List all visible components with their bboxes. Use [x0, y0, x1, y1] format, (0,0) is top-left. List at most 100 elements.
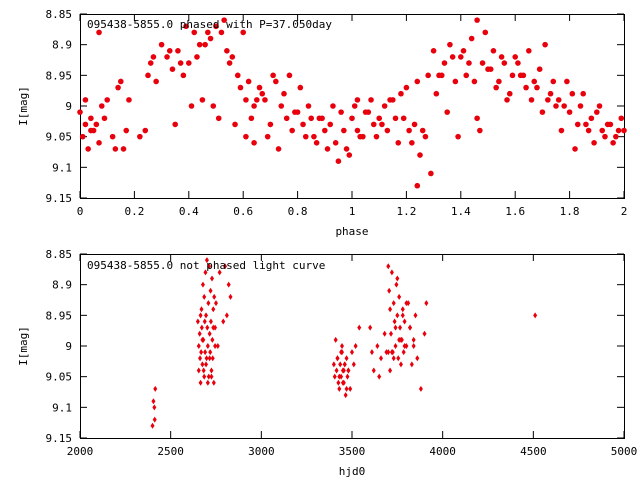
- data-point: [610, 140, 616, 146]
- data-point: [196, 367, 201, 374]
- data-point: [387, 287, 392, 294]
- data-point: [210, 103, 217, 109]
- data-point: [205, 29, 211, 36]
- data-point: [599, 127, 606, 134]
- data-point: [198, 379, 203, 386]
- data-point: [322, 127, 328, 134]
- data-point: [210, 355, 215, 362]
- data-point: [354, 127, 361, 134]
- data-point: [602, 133, 608, 140]
- data-point: [496, 78, 502, 85]
- data-point: [428, 170, 434, 177]
- data-point: [523, 84, 529, 91]
- data-point: [398, 324, 403, 331]
- data-point: [197, 330, 202, 337]
- data-point: [234, 72, 241, 79]
- data-point: [471, 78, 478, 85]
- data-point: [273, 78, 279, 85]
- data-point: [207, 330, 212, 337]
- data-point: [96, 29, 102, 36]
- data-point: [281, 90, 287, 97]
- phased-light-curve-panel: 8.85 8.9 8.95 9 9.05 9.1 9.15 0 0.2 0.4 0.6 0.8 1 1.…: [17, 8, 627, 238]
- data-point: [337, 385, 342, 392]
- data-point: [526, 48, 532, 54]
- data-point: [342, 361, 347, 368]
- data-point: [349, 115, 355, 122]
- data-point: [196, 41, 203, 48]
- data-points: [77, 17, 627, 189]
- data-point: [397, 293, 402, 300]
- data-point: [243, 97, 249, 103]
- plot-frame: [80, 254, 625, 439]
- data-point: [482, 29, 489, 36]
- data-point: [229, 54, 236, 60]
- data-point: [585, 127, 592, 134]
- data-point: [200, 336, 205, 343]
- data-point: [418, 385, 423, 392]
- data-point: [339, 349, 344, 356]
- data-points: [150, 257, 538, 429]
- data-point: [330, 103, 336, 109]
- data-point: [490, 48, 497, 54]
- data-point: [409, 140, 415, 146]
- data-point: [594, 109, 600, 115]
- data-point: [574, 121, 581, 128]
- data-point: [512, 54, 518, 60]
- data-point: [206, 300, 211, 307]
- data-point: [337, 373, 342, 380]
- data-point: [292, 109, 298, 115]
- data-point: [302, 133, 309, 140]
- data-point: [607, 121, 614, 128]
- data-point: [417, 152, 423, 158]
- data-point: [452, 78, 459, 85]
- data-point: [332, 373, 337, 380]
- data-point: [283, 115, 290, 122]
- data-point: [228, 293, 233, 300]
- data-point: [278, 103, 285, 109]
- data-point: [415, 355, 420, 362]
- data-point: [566, 109, 573, 115]
- data-point: [564, 78, 570, 85]
- data-point: [164, 54, 170, 60]
- data-point: [493, 84, 499, 91]
- data-point: [142, 127, 149, 134]
- x-tick-label: 0: [77, 205, 84, 218]
- data-point: [152, 416, 157, 423]
- data-point: [368, 97, 374, 103]
- data-point: [558, 127, 565, 134]
- data-point: [393, 324, 398, 331]
- data-point: [191, 29, 198, 36]
- data-point: [613, 133, 619, 140]
- data-point: [226, 60, 233, 66]
- data-point: [438, 72, 445, 79]
- data-point: [215, 343, 220, 349]
- data-point: [166, 48, 173, 54]
- data-point: [82, 121, 89, 128]
- data-point: [572, 146, 578, 152]
- data-point: [270, 72, 276, 79]
- y-axis-ticks: 8.85 8.9 8.95 9 9.05 9.1 9.15: [46, 8, 624, 205]
- data-point: [333, 336, 338, 343]
- data-point: [213, 23, 219, 30]
- data-point: [396, 355, 401, 362]
- data-point: [194, 54, 200, 60]
- data-point: [204, 361, 209, 368]
- data-point: [520, 72, 527, 79]
- data-point: [198, 312, 203, 319]
- data-point: [401, 349, 406, 356]
- data-point: [210, 336, 215, 343]
- data-point: [449, 54, 456, 60]
- y-tick-label: 8.9: [52, 39, 72, 52]
- data-point: [501, 60, 508, 66]
- data-point: [386, 349, 391, 356]
- data-point: [569, 90, 576, 97]
- x-tick-label: 1.6: [505, 205, 525, 218]
- data-point: [391, 355, 396, 362]
- chart-title: 095438-5855.0 not phased light curve: [87, 259, 325, 272]
- data-point: [424, 300, 429, 307]
- data-point: [444, 109, 451, 115]
- y-tick-label: 9: [65, 340, 72, 353]
- data-point: [346, 367, 351, 374]
- data-point: [85, 146, 91, 152]
